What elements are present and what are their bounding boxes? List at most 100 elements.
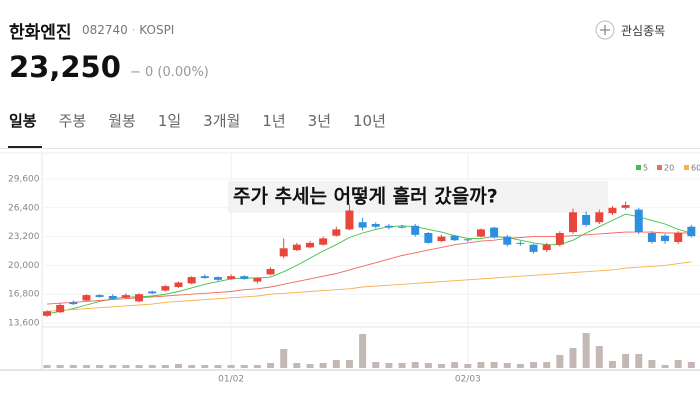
volume-bar (622, 354, 630, 368)
volume-bar (319, 363, 327, 368)
tab[interactable]: 3년 (307, 112, 332, 130)
volume-bar (280, 349, 288, 368)
watch-label: 관심종목 (621, 23, 666, 38)
legend-swatch (636, 165, 641, 170)
moving-average (46, 231, 692, 305)
volume-bar (135, 365, 143, 368)
volume-bar (82, 365, 90, 368)
candle-body (227, 276, 236, 279)
candle-body (56, 305, 65, 313)
x-tick-label: 01/02 (218, 375, 244, 385)
volume-bar (332, 360, 340, 368)
volume-bar (464, 364, 472, 368)
volume-bar (398, 363, 406, 368)
volume-bar (122, 365, 130, 368)
volume-bar (293, 363, 301, 368)
candle-body (398, 226, 407, 228)
candle-body (82, 295, 91, 301)
candle-body (674, 233, 683, 242)
legend-label: 20 (664, 164, 674, 173)
candle-body (463, 239, 472, 241)
candle-body (542, 244, 551, 251)
tab[interactable]: 주봉 (58, 112, 87, 130)
market: KOSPI (139, 23, 175, 37)
volume-bar (43, 365, 51, 368)
volume-bar (359, 334, 367, 368)
tab[interactable]: 월봉 (108, 112, 136, 130)
stock-name: 한화엔진 (9, 23, 72, 43)
volume-bar (385, 363, 393, 368)
code: 082740 (82, 23, 128, 37)
candle-body (476, 229, 485, 237)
candle-body (634, 209, 643, 233)
candle-body (569, 212, 577, 233)
candle-body (516, 242, 525, 244)
plus-icon (595, 20, 615, 40)
candle-body (437, 236, 446, 242)
volume-bar (188, 365, 196, 368)
volume-bar (214, 365, 222, 368)
candle-body (174, 282, 183, 287)
volume-bar (582, 333, 590, 368)
tab[interactable]: 10년 (353, 112, 386, 130)
tab[interactable]: 3개월 (203, 112, 241, 130)
candle-body (161, 286, 170, 291)
legend-label: 5 (643, 164, 648, 173)
candle-body (555, 233, 564, 245)
volume-bar (267, 363, 275, 368)
volume-bar (253, 365, 261, 368)
volume-bar (240, 365, 248, 368)
candle-body (332, 229, 341, 236)
moving-average (46, 213, 692, 315)
candle-body (200, 276, 209, 278)
volume-bar (477, 362, 485, 368)
candle-body (608, 207, 617, 214)
x-tick-label: 02/03 (455, 375, 481, 385)
candle-body (687, 226, 696, 237)
chart: 13,600 16,800 20,000 23,200 26,400 29,600 01/0… (0, 152, 700, 385)
candle-body (371, 224, 380, 227)
volume-bar (161, 365, 169, 368)
tab[interactable]: 1일 (157, 112, 182, 130)
candle-body (424, 233, 433, 243)
volume-bar (175, 364, 182, 368)
volume-bar (674, 360, 682, 368)
volume-bar (345, 360, 353, 368)
annotation: 주가 추세는 어떻게 흘러 갔을까? (233, 185, 498, 208)
volume-bar (148, 365, 156, 368)
y-tick-label: 20,000 (8, 261, 40, 271)
y-tick-label: 29,600 (8, 175, 40, 185)
volume-bar (372, 362, 380, 368)
candle-body (345, 210, 354, 230)
price: 23,250 (9, 50, 121, 84)
y-tick-label: 23,200 (8, 232, 40, 242)
volume-bar (201, 365, 209, 368)
tab[interactable]: 1년 (262, 112, 286, 130)
change: − 0 (0.00%) (130, 65, 209, 80)
legend-swatch (684, 165, 689, 170)
volume-bar (543, 362, 551, 368)
candle-body (621, 205, 630, 208)
candle-body (306, 242, 314, 248)
watch-button[interactable]: 관심종목 (595, 20, 665, 40)
volume-bar (109, 365, 117, 368)
candle-body (319, 238, 328, 245)
volume-bar (516, 364, 524, 368)
volume-bar (424, 363, 432, 368)
legend-label: 60 (691, 164, 700, 173)
candle-body (292, 244, 301, 251)
volume-bar (451, 362, 459, 368)
tab[interactable]: 일봉 (9, 112, 37, 130)
volume-bar (530, 362, 538, 368)
volume-bar (687, 362, 695, 368)
volume-bar (648, 360, 656, 368)
candle-body (279, 248, 288, 257)
volume-bar (306, 364, 314, 368)
volume-bar (69, 365, 77, 368)
candle-body (450, 235, 459, 241)
stock-code: 082740 · KOSPI (82, 23, 174, 37)
volume-bar (411, 362, 419, 368)
candle-body (253, 278, 262, 282)
candle-body (647, 233, 656, 242)
